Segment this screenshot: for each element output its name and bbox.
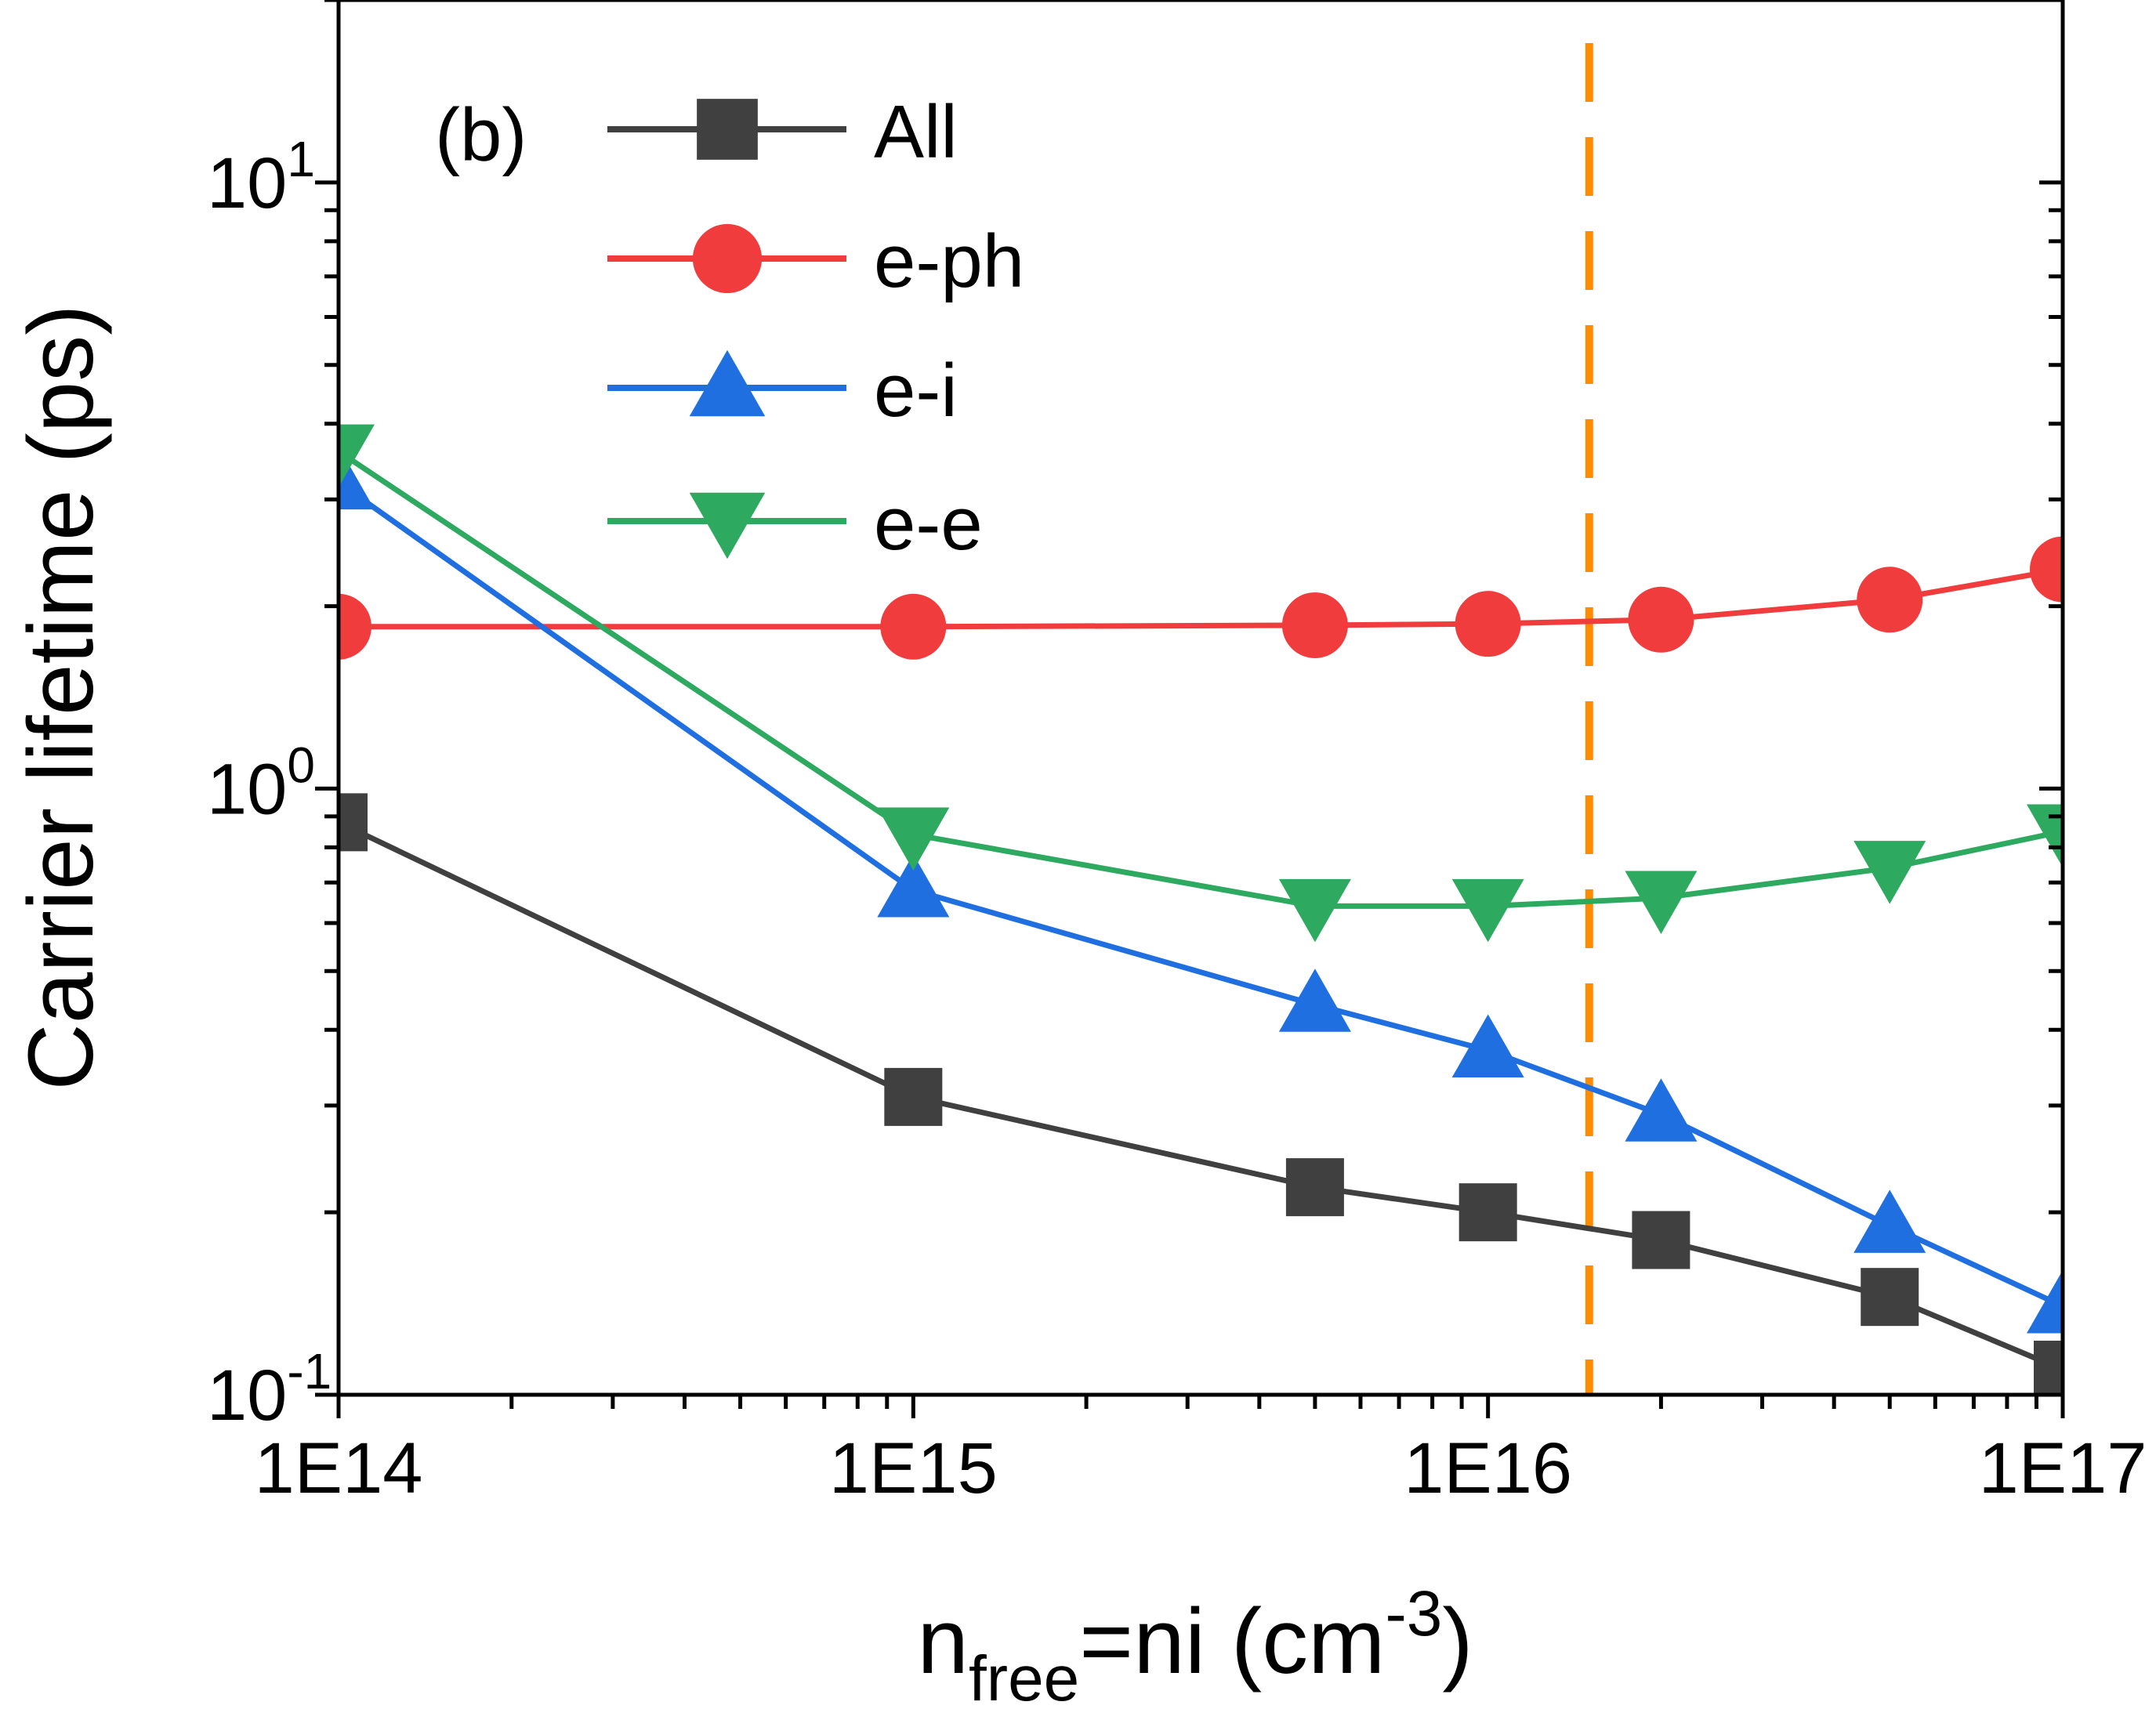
data-point-e-e [339, 424, 375, 488]
data-point-e-ph [1628, 586, 1694, 653]
series-e-e [339, 424, 2063, 943]
x-tick-labels: 1E14 1E15 1E16 1E17 [255, 1428, 2147, 1508]
legend-item-All: All [607, 90, 958, 174]
legend-label: e-e [874, 482, 983, 566]
legend-label: e-ph [874, 219, 1024, 303]
x-tick-label: 1E17 [1979, 1428, 2147, 1508]
data-point-e-i [1853, 1189, 1926, 1253]
y-tick-label: 10-1 [207, 1343, 332, 1436]
data-point-e-e [2027, 804, 2063, 868]
data-point-e-i [1625, 1078, 1698, 1142]
legend-marker [689, 492, 766, 559]
data-point-All [339, 793, 368, 852]
series-layer [339, 424, 2063, 1395]
plot-frame [336, 0, 2065, 1397]
x-tick-label: 1E16 [1404, 1428, 1572, 1508]
y-tick-label-base: 10 [207, 143, 287, 223]
legend-item-e-i: e-i [607, 349, 958, 433]
x-axis-title-main: n [917, 1590, 969, 1693]
series-All [339, 793, 2063, 1395]
data-point-e-e [1625, 871, 1698, 935]
panel-label: (b) [435, 93, 527, 177]
legend-item-e-e: e-e [607, 482, 983, 566]
x-axis-title-sup: -3 [1385, 1578, 1442, 1649]
y-tick-label-exponent: -1 [287, 1343, 332, 1399]
tick-layer [315, 0, 2065, 1418]
data-point-e-ph [1455, 591, 1521, 657]
data-point-All [2034, 1340, 2063, 1395]
y-axis-title: Carrier lifetime (ps) [9, 304, 113, 1090]
y-tick-label-exponent: 1 [287, 131, 315, 187]
legend-label: All [874, 90, 958, 174]
data-point-e-i [1278, 968, 1351, 1032]
data-point-All [1285, 1158, 1344, 1217]
x-axis-title-rest: =ni (cm [1079, 1590, 1385, 1693]
data-point-All [1861, 1268, 1919, 1327]
data-point-e-ph [880, 593, 947, 660]
data-point-e-ph [1281, 592, 1348, 658]
series-e-ph [339, 536, 2063, 660]
legend-marker [697, 99, 758, 160]
legend: All e-ph e-i e-e [607, 90, 1024, 566]
data-point-e-e [1451, 878, 1524, 943]
data-point-e-ph [1857, 567, 1923, 633]
x-tick-label: 1E15 [829, 1428, 998, 1508]
data-point-All [1458, 1183, 1517, 1242]
y-tick-label-base: 10 [207, 1356, 287, 1436]
data-point-e-e [877, 807, 950, 871]
x-axis-title: nfree=ni (cm-3) [917, 1578, 1473, 1714]
x-axis-title-end: ) [1442, 1590, 1473, 1693]
series-line-e-ph [339, 567, 2063, 630]
legend-label: e-i [874, 349, 958, 433]
legend-marker [689, 349, 766, 417]
data-point-e-e [1278, 878, 1351, 943]
data-point-e-ph [2030, 536, 2063, 603]
legend-marker [692, 223, 763, 294]
series-e-i [339, 446, 2063, 1334]
data-point-e-i [2027, 1269, 2063, 1334]
data-point-All [884, 1067, 943, 1126]
y-tick-label: 101 [207, 131, 315, 223]
data-point-e-i [1451, 1014, 1524, 1077]
y-tick-label-base: 10 [207, 749, 287, 829]
data-point-e-e [1853, 841, 1926, 904]
series-line-All [339, 820, 2063, 1373]
legend-item-e-ph: e-ph [607, 219, 1024, 303]
x-axis-title-sub: free [969, 1643, 1079, 1714]
data-point-e-ph [339, 593, 371, 660]
series-line-e-e [339, 449, 2063, 909]
data-point-All [1632, 1211, 1690, 1269]
y-tick-label: 100 [207, 737, 315, 829]
y-tick-label-exponent: 0 [287, 737, 315, 793]
data-point-e-i [877, 853, 950, 918]
x-tick-label: 1E14 [255, 1428, 423, 1508]
